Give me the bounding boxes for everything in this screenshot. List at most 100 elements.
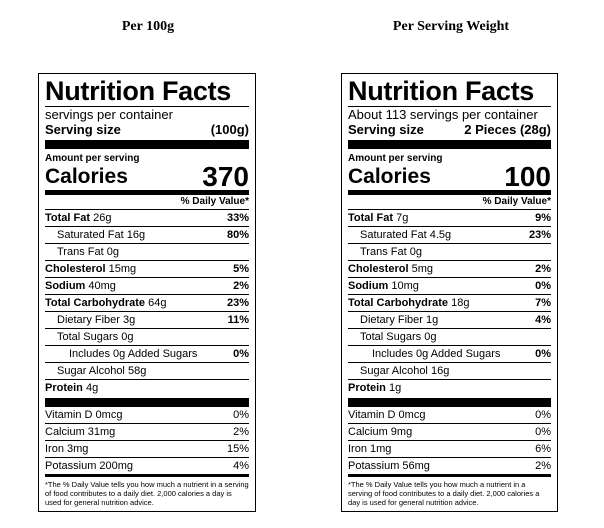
calories-label: Calories: [348, 165, 431, 188]
rule: [45, 474, 249, 477]
calories-label: Calories: [45, 165, 128, 188]
daily-value: 4%: [535, 314, 551, 326]
vitamin-row: Vitamin D 0mcg 0%: [45, 407, 249, 423]
label-title: Nutrition Facts: [45, 76, 232, 106]
nutrient: Trans Fat 0g: [360, 244, 422, 260]
daily-value: 80%: [226, 229, 249, 241]
calories-value: 370: [202, 161, 249, 192]
nutrient: Total Sugars 0g: [57, 329, 133, 345]
serving-size-label: Serving size: [45, 122, 121, 137]
nutrient-name: Saturated Fat: [57, 229, 124, 241]
vitamin-name: Vitamin D 0mcg: [45, 409, 123, 421]
daily-value-header: % Daily Value*: [180, 196, 249, 207]
nutrient-row: Saturated Fat 4.5g 23%: [348, 226, 551, 243]
nutrient-name: Sugar Alcohol: [360, 365, 428, 377]
nutrient-amount: 0g: [121, 331, 134, 343]
nutrient: Total Carbohydrate 18g: [348, 295, 469, 311]
nutrient-amount: 1g: [388, 382, 402, 394]
vitamin-name: Calcium 9mg: [348, 426, 413, 438]
vitamin-dv: 0%: [233, 409, 249, 421]
nutrient-amount: 3g: [123, 314, 136, 326]
nutrient-name: Sodium: [348, 280, 389, 292]
nutrient-row: Cholesterol 15mg 5%: [45, 260, 249, 277]
nutrient-amount: 58g: [127, 365, 147, 377]
nutrient-amount: 4.5g: [429, 229, 452, 241]
rule: [45, 106, 249, 107]
daily-value: 9%: [535, 212, 551, 224]
vitamin-row: Potassium 200mg 4%: [45, 457, 249, 474]
nutrient-name: Cholesterol: [348, 263, 409, 275]
nutrient: Protein 1g: [348, 380, 401, 396]
daily-value: 23%: [528, 229, 551, 241]
nutrient-name: Total Carbohydrate: [45, 297, 146, 309]
nutrient: Total Fat 26g: [45, 210, 111, 226]
amount-per-serving: Amount per serving: [348, 153, 443, 164]
nutrient-amount: 16g: [430, 365, 450, 377]
nutrient-row: Includes 0g Added Sugars 0%: [348, 345, 551, 362]
nutrient-name: Protein: [348, 382, 386, 394]
nutrient-row: Total Carbohydrate 64g 23%: [45, 294, 249, 311]
calories-value: 100: [504, 161, 551, 192]
nutrient-amount: 16g: [126, 229, 146, 241]
daily-value: 33%: [226, 212, 249, 224]
daily-value: 0%: [233, 348, 249, 360]
nutrition-label: Nutrition Facts servings per container Ser…: [38, 73, 256, 512]
daily-value: 23%: [226, 297, 249, 309]
nutrient: Saturated Fat 16g: [57, 227, 145, 243]
serving-size: (100g): [210, 122, 249, 137]
nutrient: Sugar Alcohol 58g: [57, 363, 146, 379]
thick-rule: [45, 190, 249, 195]
nutrient-row: Total Sugars 0g: [45, 328, 249, 345]
nutrient-name: Includes 0g Added Sugars: [372, 348, 501, 360]
label-title: Nutrition Facts: [348, 76, 535, 106]
vitamin-dv: 2%: [233, 426, 249, 438]
nutrient: Dietary Fiber 1g: [360, 312, 438, 328]
nutrient-name: Total Fat: [45, 212, 91, 224]
daily-value: 0%: [535, 348, 551, 360]
thick-rule: [348, 140, 551, 149]
nutrient-row: Total Fat 26g 33%: [45, 209, 249, 226]
vitamin-name: Potassium 200mg: [45, 460, 134, 472]
vitamin-row: Calcium 9mg 0%: [348, 423, 551, 440]
nutrient-row: Trans Fat 0g: [45, 243, 249, 260]
nutrient-name: Total Fat: [348, 212, 394, 224]
serving-size: 2 Pieces (28g): [464, 122, 551, 137]
rule: [348, 474, 551, 477]
nutrient-name: Saturated Fat: [360, 229, 427, 241]
nutrient-amount: 64g: [148, 297, 167, 309]
vitamin-dv: 6%: [535, 443, 551, 455]
nutrient-row: Dietary Fiber 1g 4%: [348, 311, 551, 328]
nutrient-amount: 40mg: [88, 280, 116, 292]
nutrient-row: Sodium 10mg 0%: [348, 277, 551, 294]
nutrient-amount: 4g: [85, 382, 99, 394]
vitamin-name: Iron 1mg: [348, 443, 392, 455]
nutrient-name: Dietary Fiber: [360, 314, 423, 326]
serving-size-label: Serving size: [348, 122, 424, 137]
vitamin-row: Calcium 31mg 2%: [45, 423, 249, 440]
nutrient: Cholesterol 15mg: [45, 261, 136, 277]
thick-rule: [45, 140, 249, 149]
footnote: *The % Daily Value tells you how much a …: [348, 480, 540, 507]
nutrient-row: Protein 1g: [348, 379, 551, 396]
nutrient-amount: 0g: [424, 331, 437, 343]
nutrient-row: Trans Fat 0g: [348, 243, 551, 260]
nutrient-amount: 5mg: [411, 263, 433, 275]
nutrient: Total Fat 7g: [348, 210, 408, 226]
nutrient: Sugar Alcohol 16g: [360, 363, 449, 379]
servings: servings per container: [45, 107, 173, 122]
nutrient: Includes 0g Added Sugars: [372, 346, 500, 362]
nutrient: Includes 0g Added Sugars: [69, 346, 197, 362]
nutrient-row: Sodium 40mg 2%: [45, 277, 249, 294]
serving-size-row: Serving size (100g): [45, 122, 249, 138]
nutrient-name: Total Sugars: [360, 331, 422, 343]
daily-value: 2%: [535, 263, 551, 275]
nutrient-row: Sugar Alcohol 16g: [348, 362, 551, 379]
vitamin-dv: 2%: [535, 460, 551, 472]
daily-value-header: % Daily Value*: [482, 196, 551, 207]
nutrient: Total Sugars 0g: [360, 329, 436, 345]
nutrient-row: Dietary Fiber 3g 11%: [45, 311, 249, 328]
daily-value: 7%: [535, 297, 551, 309]
nutrient-amount: 7g: [396, 212, 409, 224]
vitamin-row: Vitamin D 0mcg 0%: [348, 407, 551, 423]
